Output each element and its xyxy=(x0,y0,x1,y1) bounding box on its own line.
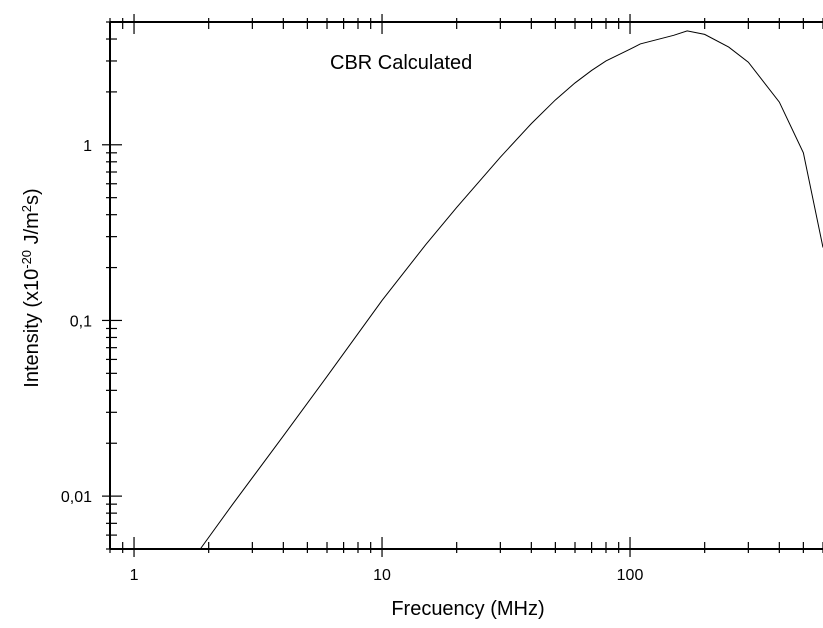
y-axis: 0,01 0,1 1 xyxy=(61,21,122,550)
x-tick-label: 10 xyxy=(373,567,391,584)
y-tick-label: 1 xyxy=(83,138,92,155)
y-axis-title: Intensity (x10-20 J/m2s) xyxy=(19,188,44,387)
x-tick-label: 100 xyxy=(617,567,644,584)
chart-annotation: CBR Calculated xyxy=(330,52,472,74)
y-tick-label: 0,01 xyxy=(61,489,92,506)
x-tick-label: 1 xyxy=(130,567,139,584)
x-axis-title: Frecuency (MHz) xyxy=(391,598,544,620)
plot-frame xyxy=(109,21,823,550)
x-axis: 1 10 100 xyxy=(109,14,823,584)
y-tick-label: 0,1 xyxy=(70,313,92,330)
series-line xyxy=(199,30,823,550)
